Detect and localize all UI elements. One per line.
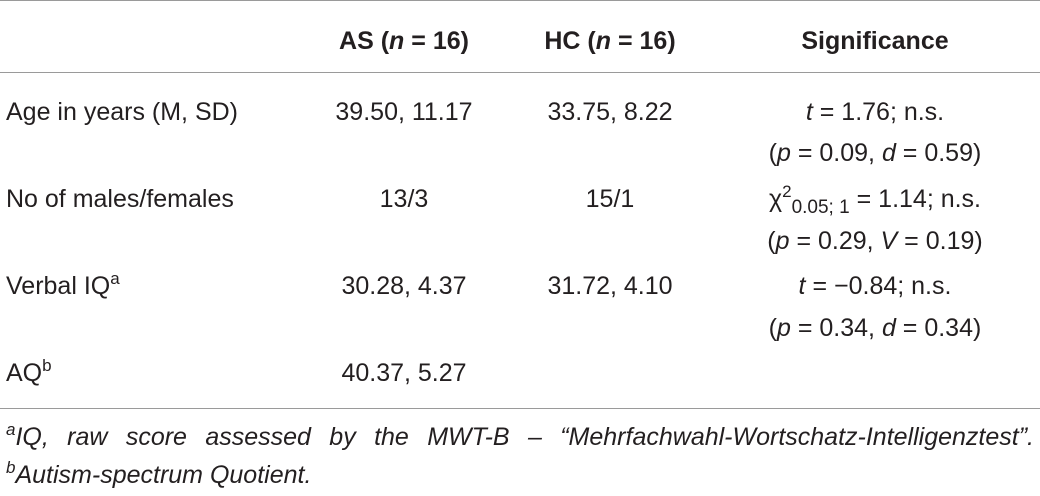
table-top-rule <box>0 0 1040 1</box>
row-label-age: Age in years (M, SD) <box>6 98 239 126</box>
cell-age-as: 39.50, 11.17 <box>335 98 473 126</box>
cell-iq-as: 30.28, 4.37 <box>341 272 467 300</box>
cell-sex-hc: 15/1 <box>585 185 635 213</box>
cell-aq-as: 40.37, 5.27 <box>341 359 467 387</box>
cell-iq-pvalue: (p = 0.34, d = 0.34) <box>768 314 982 342</box>
header-significance: Significance <box>801 27 949 55</box>
header-hc: HC (n = 16) <box>544 27 676 55</box>
row-label-sex: No of males/females <box>6 185 234 213</box>
header-rule <box>0 72 1040 73</box>
header-as: AS (n = 16) <box>339 27 469 55</box>
cell-sex-stat: χ20.05; 1 = 1.14; n.s. <box>768 182 982 218</box>
cell-age-stat: t = 1.76; n.s. <box>805 98 945 126</box>
cell-sex-as: 13/3 <box>379 185 429 213</box>
cell-age-pvalue: (p = 0.09, d = 0.59) <box>768 139 982 167</box>
cell-age-hc: 33.75, 8.22 <box>547 98 673 126</box>
cell-iq-hc: 31.72, 4.10 <box>547 272 673 300</box>
cell-sex-pvalue: (p = 0.29, V = 0.19) <box>767 227 983 255</box>
row-label-verbal-iq: Verbal IQa <box>6 269 120 300</box>
row-label-aq: AQb <box>6 356 52 387</box>
table-bottom-rule <box>0 408 1040 409</box>
cell-iq-stat: t = −0.84; n.s. <box>798 272 952 300</box>
table-footnote: aIQ, raw score assessed by the MWT-B – “… <box>6 420 1034 489</box>
